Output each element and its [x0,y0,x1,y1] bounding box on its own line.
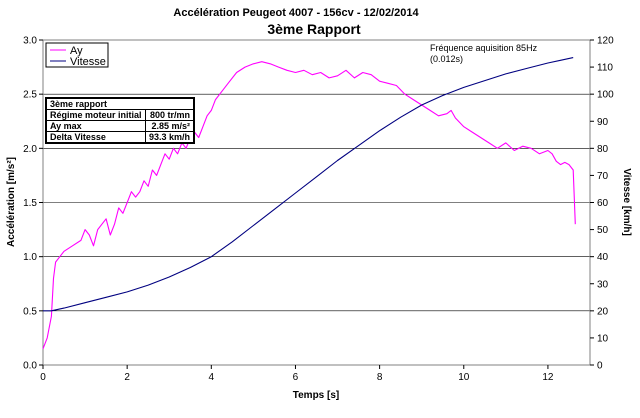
y-right-tick-label: 90 [597,117,609,128]
y-right-tick-label: 20 [597,306,609,317]
x-tick-label: 10 [458,372,470,383]
note-line-2: (0.012s) [430,54,463,64]
y-left-tick-label: 0.5 [23,306,37,317]
info-row: Delta Vitesse 93.3 km/h [46,131,195,143]
y-left-axis: 0.0 0.5 1.0 1.5 2.0 2.5 3.0 [23,36,43,372]
x-tick-label: 2 [124,372,130,383]
info-row-value: 2.85 m/s² [144,120,195,132]
legend-label-vitesse: Vitesse [70,56,106,68]
y-right-tick-label: 60 [597,198,609,209]
legend: Ay Vitesse [45,42,109,68]
y-right-axis-label: Vitesse [km/h] [621,168,632,236]
x-tick-label: 4 [209,372,215,383]
y-right-tick-label: 10 [597,333,609,344]
y-right-tick-label: 80 [597,144,609,155]
y-right-tick-label: 30 [597,279,609,290]
x-tick-label: 12 [542,372,554,383]
info-row-value: 93.3 km/h [144,131,195,143]
info-row: Régime moteur initial 800 tr/mn [46,109,195,121]
y-right-tick-label: 40 [597,252,609,263]
y-left-axis-label: Accélération [m/s²] [6,157,17,247]
x-axis-label: Temps [s] [293,390,340,401]
chart-title: Accélération Peugeot 4007 - 156cv - 12/0… [173,7,419,19]
x-axis: 0 2 4 6 8 10 12 [40,365,554,383]
info-row-label: Ay max [46,120,146,132]
y-right-tick-label: 100 [597,90,614,101]
series-line-ay [42,61,576,349]
note-line-1: Fréquence aquisition 85Hz [430,43,538,53]
y-right-tick-label: 50 [597,225,609,236]
y-right-tick-label: 110 [597,63,613,74]
y-left-tick-label: 2.0 [23,144,37,155]
legend-label-ay: Ay [70,45,83,57]
info-row: Ay max 2.85 m/s² [46,120,195,132]
y-left-tick-label: 3.0 [23,36,37,47]
series-layer [42,57,576,349]
series-line-vitesse [43,57,574,312]
y-left-tick-label: 1.5 [23,198,37,209]
y-right-tick-label: 120 [597,36,614,47]
y-left-tick-label: 1.0 [23,252,37,263]
y-left-tick-label: 0.0 [23,361,37,372]
legend-box [45,42,109,68]
x-tick-label: 8 [377,372,383,383]
gridlines [43,93,590,312]
x-tick-label: 0 [40,372,46,383]
info-table-header: 3ème rapport [46,98,194,110]
chart-subtitle: 3ème Rapport [267,21,361,37]
y-right-tick-label: 0 [597,361,603,372]
info-row-value: 800 tr/mn [144,109,195,121]
info-row-label: Delta Vitesse [46,131,146,143]
y-left-tick-label: 2.5 [23,90,37,101]
y-right-tick-label: 70 [597,171,609,182]
info-row-label: Régime moteur initial [46,109,146,121]
info-table: 3ème rapport Régime moteur initial 800 t… [45,97,195,144]
x-tick-label: 6 [293,372,299,383]
y-right-axis: 0 10 20 30 40 50 60 70 80 90 100 110 120 [590,36,614,372]
